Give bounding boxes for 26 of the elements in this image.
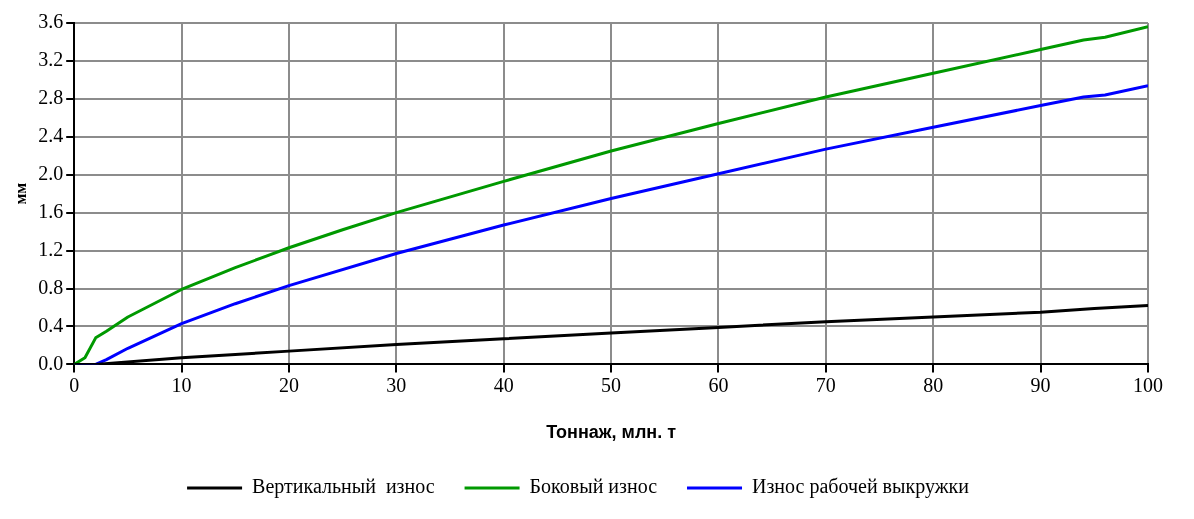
y-tick-label: 1.2	[38, 237, 64, 260]
x-tick-label: 40	[493, 373, 514, 396]
y-tick-label: 0.4	[38, 313, 64, 336]
legend-label: Износ рабочей выкружки	[752, 475, 970, 499]
legend-label: Вертикальный износ	[252, 475, 435, 499]
y-tick-label: 1.6	[38, 199, 64, 222]
y-axis-title: мм	[11, 182, 29, 205]
x-tick-label: 70	[815, 373, 836, 396]
x-tick-label: 30	[386, 373, 407, 396]
x-tick-label: 20	[278, 373, 299, 396]
y-tick-label: 3.6	[38, 10, 64, 33]
y-tick-label: 2.0	[38, 161, 64, 184]
x-tick-label: 100	[1133, 373, 1163, 396]
y-tick-label: 0.8	[38, 275, 64, 298]
y-tick-label: 2.4	[38, 124, 64, 147]
x-tick-label: 80	[923, 373, 944, 396]
x-axis-title: Тоннаж, млн. т	[546, 422, 677, 443]
x-tick-label: 50	[601, 373, 622, 396]
legend-label: Боковый износ	[529, 475, 658, 498]
x-tick-label: 60	[708, 373, 729, 396]
y-tick-label: 3.2	[38, 48, 64, 71]
x-tick-label: 10	[171, 373, 192, 396]
y-tick-label: 0.0	[38, 351, 64, 374]
y-tick-label: 2.8	[38, 86, 64, 109]
x-tick-label: 0	[69, 373, 80, 396]
x-tick-label: 90	[1030, 373, 1051, 396]
